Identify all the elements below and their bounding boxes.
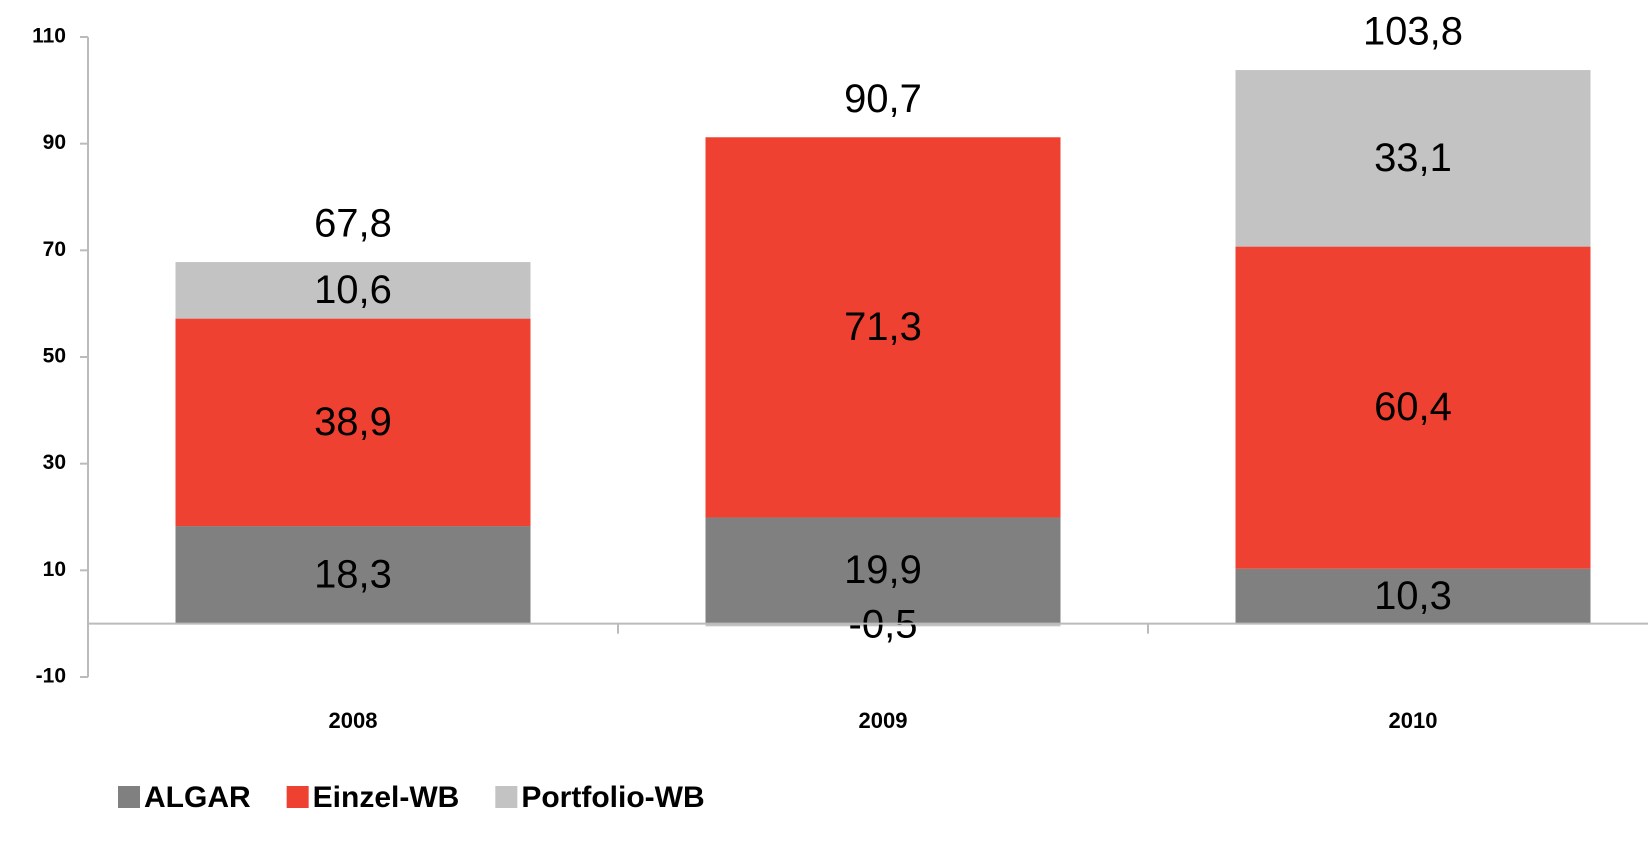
y-tick-label: 50 <box>43 345 66 368</box>
data-label: 10,6 <box>314 268 392 312</box>
y-tick-label: 10 <box>43 558 66 581</box>
data-label: 71,3 <box>844 305 922 349</box>
bar-segment <box>1235 70 1591 247</box>
total-label: 67,8 <box>314 202 392 246</box>
x-tick-label: 2008 <box>329 708 378 733</box>
x-tick-label: 2009 <box>859 708 908 733</box>
x-tick-label: 2010 <box>1389 708 1438 733</box>
y-tick-label: -10 <box>36 665 66 688</box>
y-tick-label: 110 <box>32 25 66 48</box>
bar-segment <box>1235 568 1591 624</box>
data-label: 19,9 <box>844 548 922 592</box>
total-label: 103,8 <box>1363 10 1463 54</box>
data-label: 33,1 <box>1374 136 1452 180</box>
legend-swatch <box>286 786 309 808</box>
bar-segment <box>705 137 1061 518</box>
legend-label: ALGAR <box>144 781 251 814</box>
bar-segment <box>705 623 1061 627</box>
bar-segment <box>175 526 531 624</box>
legend-label: Einzel-WB <box>313 781 460 814</box>
data-label: 10,3 <box>1374 574 1452 618</box>
legend-label: Portfolio-WB <box>521 781 704 814</box>
legend-swatch <box>495 786 518 808</box>
y-tick-label: 70 <box>43 238 66 261</box>
legend-swatch <box>118 786 140 808</box>
y-tick-label: 30 <box>43 451 66 474</box>
bar-segment <box>175 318 531 527</box>
y-tick-label: 90 <box>43 131 66 154</box>
bar-segment <box>1235 246 1591 569</box>
data-label: 38,9 <box>314 400 392 444</box>
bar-segment <box>175 262 531 319</box>
data-label: 60,4 <box>1374 385 1452 429</box>
total-label: 90,7 <box>844 77 922 121</box>
data-label: 18,3 <box>314 552 392 596</box>
bar-segment <box>705 517 1061 624</box>
